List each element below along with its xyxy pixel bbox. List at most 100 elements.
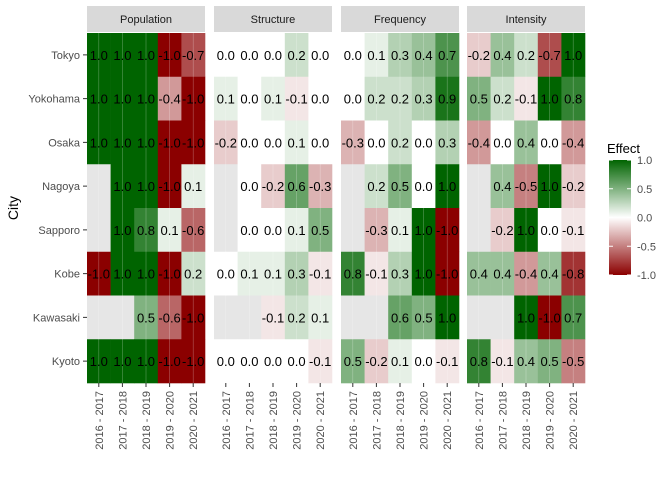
heatmap-cell xyxy=(134,339,159,384)
heatmap-cell xyxy=(87,208,111,253)
heatmap-cell xyxy=(284,295,309,340)
heatmap-cell xyxy=(388,339,413,384)
heatmap-cell xyxy=(411,208,436,253)
data-label: 0.0 xyxy=(311,92,329,107)
heatmap-cell xyxy=(134,164,159,209)
heatmap-cell xyxy=(537,339,562,384)
heatmap-cell xyxy=(261,76,286,121)
heatmap-cell xyxy=(261,33,286,78)
heatmap-cell xyxy=(467,33,491,78)
heatmap-cell xyxy=(561,208,586,253)
panel-strip xyxy=(87,6,205,32)
data-label: 0.0 xyxy=(344,92,362,107)
heatmap-cell xyxy=(411,33,436,78)
data-label: 1.0 xyxy=(517,223,535,238)
data-label: -0.1 xyxy=(262,310,284,325)
data-label: -0.8 xyxy=(562,267,584,282)
heatmap-cell xyxy=(514,251,539,296)
heatmap-cell xyxy=(308,339,333,384)
heatmap-cell xyxy=(514,120,539,165)
heatmap-cell xyxy=(561,33,586,78)
data-label: -1.0 xyxy=(182,135,204,150)
data-label: 0.1 xyxy=(240,267,258,282)
data-label: -0.7 xyxy=(182,48,204,63)
heatmap-cell xyxy=(341,251,365,296)
heatmap-cell xyxy=(181,164,206,209)
data-label: -0.1 xyxy=(309,354,331,369)
heatmap-cell xyxy=(364,208,389,253)
panel-title: Population xyxy=(120,14,172,26)
x-tick-label: 2019 - 2020 xyxy=(419,391,431,450)
heatmap-cell xyxy=(110,120,135,165)
data-label: -0.2 xyxy=(468,48,490,63)
data-label: -1.0 xyxy=(182,310,204,325)
data-label: 0.0 xyxy=(240,92,258,107)
heatmap-cell xyxy=(561,251,586,296)
heatmap-cell xyxy=(214,76,238,121)
data-label: -0.2 xyxy=(491,223,513,238)
data-label: 0.7 xyxy=(564,310,582,325)
x-tick-label: 2019 - 2020 xyxy=(165,391,177,450)
heatmap-cell xyxy=(364,120,389,165)
panel-strip xyxy=(467,6,585,32)
heatmap-cell xyxy=(134,208,159,253)
heatmap-cell xyxy=(87,251,111,296)
data-label: 1.0 xyxy=(137,179,155,194)
heatmap-cell xyxy=(467,208,491,253)
heatmap-cell xyxy=(237,33,262,78)
heatmap-cell xyxy=(134,295,159,340)
data-label: 0.1 xyxy=(391,223,409,238)
legend-tick-label: 0.0 xyxy=(637,213,652,225)
data-label: 0.2 xyxy=(391,135,409,150)
heatmap-cell xyxy=(181,251,206,296)
data-label: 1.0 xyxy=(90,135,108,150)
data-label: 0.6 xyxy=(391,310,409,325)
heatmap-cell xyxy=(364,164,389,209)
heatmap-cell xyxy=(237,295,262,340)
data-label: -0.4 xyxy=(562,135,584,150)
heatmap-cell xyxy=(181,295,206,340)
data-label: 0.0 xyxy=(367,135,385,150)
heatmap-cell xyxy=(214,208,238,253)
heatmap-cell xyxy=(214,339,238,384)
data-label: 0.0 xyxy=(240,48,258,63)
data-label: -1.0 xyxy=(88,267,110,282)
heatmap-cell xyxy=(181,33,206,78)
heatmap-cell xyxy=(237,251,262,296)
data-label: -0.4 xyxy=(468,135,490,150)
y-tick-label: Kobe xyxy=(54,269,80,281)
heatmap-cell xyxy=(110,339,135,384)
data-label: 1.0 xyxy=(137,135,155,150)
data-label: -1.0 xyxy=(538,310,560,325)
heatmap-cell xyxy=(514,339,539,384)
data-label: 0.1 xyxy=(367,48,385,63)
heatmap-cell xyxy=(341,120,365,165)
heatmap-cell xyxy=(341,295,365,340)
data-label: 0.0 xyxy=(217,354,235,369)
data-label: 1.0 xyxy=(90,48,108,63)
data-label: 1.0 xyxy=(517,310,535,325)
heatmap-cell xyxy=(537,208,562,253)
heatmap-cell xyxy=(490,33,515,78)
data-label: -1.0 xyxy=(158,48,180,63)
data-label: -1.0 xyxy=(158,354,180,369)
heatmap-cell xyxy=(214,33,238,78)
data-label: -0.2 xyxy=(262,179,284,194)
data-label: 0.9 xyxy=(438,92,456,107)
heatmap-cell xyxy=(341,33,365,78)
data-label: 0.0 xyxy=(311,48,329,63)
heatmap-cell xyxy=(134,76,159,121)
heatmap-cell xyxy=(110,251,135,296)
data-label: -0.1 xyxy=(285,92,307,107)
heatmap-cell xyxy=(157,295,182,340)
heatmap-cell xyxy=(308,251,333,296)
data-label: 1.0 xyxy=(415,267,433,282)
data-label: 0.0 xyxy=(311,135,329,150)
data-label: 1.0 xyxy=(113,179,131,194)
heatmap-cell xyxy=(514,164,539,209)
data-label: 0.1 xyxy=(217,92,235,107)
heatmap-cell xyxy=(237,120,262,165)
heatmap-cell xyxy=(537,33,562,78)
data-label: 1.0 xyxy=(564,48,582,63)
heatmap-cell xyxy=(561,164,586,209)
